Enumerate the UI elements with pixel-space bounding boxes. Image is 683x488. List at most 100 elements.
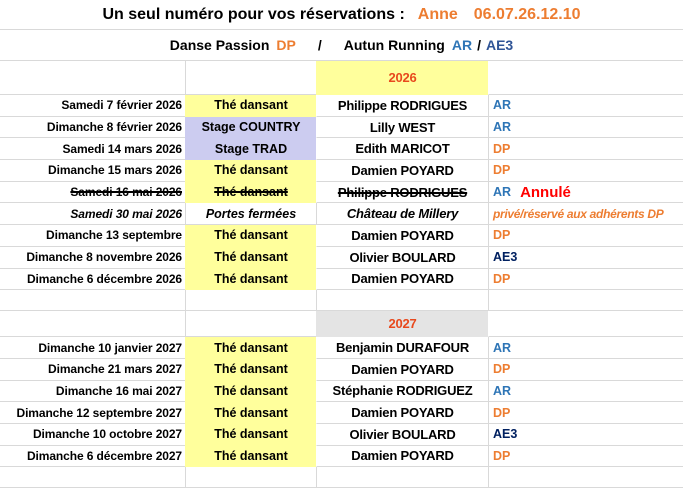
- organization-cell[interactable]: DP: [488, 445, 683, 468]
- organization-cell[interactable]: DP: [488, 225, 683, 247]
- date-cell[interactable]: Samedi 16 mai 2026: [0, 181, 185, 204]
- event-row: Dimanche 8 février 2026 Stage COUNTRY Lill…: [0, 116, 683, 139]
- organization-cell[interactable]: DP: [488, 358, 683, 381]
- event-date: Dimanche 12 septembre 2027: [16, 405, 183, 420]
- event-row: Samedi 7 février 2026 Thé dansant Philippe…: [0, 95, 683, 117]
- animator-name: Olivier BOULARD: [349, 249, 456, 265]
- empty-cell[interactable]: [0, 61, 185, 95]
- club3-code: AE3: [485, 37, 514, 53]
- event-date: Dimanche 8 novembre 2026: [26, 250, 182, 265]
- animator-cell[interactable]: Damien POYARD: [316, 358, 488, 381]
- organization-code: AR: [493, 120, 512, 135]
- organization-cell[interactable]: DP: [488, 268, 683, 291]
- animator-cell[interactable]: Stéphanie RODRIGUEZ: [316, 380, 488, 403]
- organization-code: DP: [493, 362, 511, 377]
- event-date: Dimanche 21 mars 2027: [48, 362, 182, 377]
- date-cell[interactable]: Dimanche 10 octobre 2027: [0, 423, 185, 446]
- organization-cell[interactable]: AR: [488, 380, 683, 403]
- date-cell[interactable]: Samedi 30 mai 2026: [0, 203, 185, 226]
- animator-cell[interactable]: Philippe RODRIGUES: [316, 95, 488, 117]
- empty-cell[interactable]: [0, 290, 185, 312]
- animator-name: Damien POYARD: [351, 271, 454, 287]
- date-cell[interactable]: Dimanche 16 mai 2027: [0, 380, 185, 403]
- spacer-row: [0, 290, 683, 312]
- date-cell[interactable]: Dimanche 13 septembre: [0, 225, 185, 247]
- event-type-cell[interactable]: Stage TRAD: [185, 138, 316, 161]
- organization-cell[interactable]: AR: [488, 337, 683, 359]
- animator-cell[interactable]: Damien POYARD: [316, 225, 488, 247]
- reservations-table: 2026 Samedi 7 février 2026 Thé dansant Phil…: [0, 61, 683, 488]
- animator-cell[interactable]: Olivier BOULARD: [316, 423, 488, 446]
- event-row: Samedi 16 mai 2026 Thé dansant Philippe RO…: [0, 181, 683, 204]
- date-cell[interactable]: Dimanche 8 février 2026: [0, 116, 185, 139]
- organization-cell[interactable]: AE3: [488, 423, 683, 446]
- animator-cell[interactable]: Damien POYARD: [316, 160, 488, 182]
- event-type: Thé dansant: [214, 383, 288, 398]
- animator-cell[interactable]: Damien POYARD: [316, 268, 488, 291]
- organization-code: AR: [493, 185, 512, 200]
- animator-cell[interactable]: Philippe RODRIGUES: [316, 181, 488, 204]
- date-cell[interactable]: Samedi 14 mars 2026: [0, 138, 185, 161]
- organization-cell[interactable]: AR: [488, 95, 683, 117]
- event-type-cell[interactable]: Thé dansant: [185, 337, 316, 359]
- date-cell[interactable]: Dimanche 6 décembre 2026: [0, 268, 185, 291]
- animator-cell[interactable]: Damien POYARD: [316, 402, 488, 424]
- year-cell[interactable]: 2026: [316, 61, 488, 95]
- event-type: Thé dansant: [214, 427, 288, 442]
- animator-name: Philippe RODRIGUES: [337, 184, 468, 200]
- empty-cell[interactable]: [0, 311, 185, 338]
- animator-cell[interactable]: Damien POYARD: [316, 445, 488, 468]
- organization-cell[interactable]: DP: [488, 402, 683, 424]
- organization-cell[interactable]: DP: [488, 138, 683, 161]
- event-type-cell[interactable]: Thé dansant: [185, 423, 316, 446]
- empty-cell[interactable]: [488, 61, 683, 95]
- club2-name: Autun Running: [343, 37, 445, 53]
- date-cell[interactable]: Dimanche 8 novembre 2026: [0, 246, 185, 269]
- event-type-cell[interactable]: Thé dansant: [185, 95, 316, 117]
- event-type-cell[interactable]: Thé dansant: [185, 380, 316, 403]
- empty-cell[interactable]: [185, 311, 316, 338]
- event-type: Thé dansant: [214, 271, 288, 286]
- animator-cell[interactable]: Benjamin DURAFOUR: [316, 337, 488, 359]
- event-type-cell[interactable]: Stage COUNTRY: [185, 116, 316, 139]
- animator-name: Olivier BOULARD: [349, 426, 456, 442]
- organization-cell[interactable]: AR Annulé: [488, 181, 683, 204]
- event-date: Dimanche 15 mars 2026: [48, 163, 182, 178]
- date-cell[interactable]: Samedi 7 février 2026: [0, 95, 185, 117]
- event-type-cell[interactable]: Thé dansant: [185, 225, 316, 247]
- event-type: Thé dansant: [214, 98, 288, 113]
- event-type-cell[interactable]: Thé dansant: [185, 445, 316, 468]
- animator-name: Philippe RODRIGUES: [337, 97, 468, 113]
- empty-cell[interactable]: [185, 290, 316, 312]
- event-type-cell[interactable]: Thé dansant: [185, 268, 316, 291]
- event-type-cell[interactable]: Thé dansant: [185, 358, 316, 381]
- date-cell[interactable]: Dimanche 10 janvier 2027: [0, 337, 185, 359]
- organization-cell[interactable]: AE3: [488, 246, 683, 269]
- date-cell[interactable]: Dimanche 12 septembre 2027: [0, 402, 185, 424]
- empty-cell[interactable]: [185, 61, 316, 95]
- animator-cell[interactable]: Château de Millery: [316, 203, 488, 226]
- empty-cell[interactable]: [488, 311, 683, 338]
- event-type: Thé dansant: [214, 185, 288, 200]
- clubs-separator: /: [317, 37, 322, 53]
- organization-code: AR: [493, 98, 512, 113]
- event-type-cell[interactable]: Thé dansant: [185, 246, 316, 269]
- animator-cell[interactable]: Olivier BOULARD: [316, 246, 488, 269]
- year-cell[interactable]: 2027: [316, 311, 488, 338]
- event-type-cell[interactable]: Thé dansant: [185, 181, 316, 204]
- organization-cell[interactable]: DP: [488, 160, 683, 182]
- event-type-cell[interactable]: Thé dansant: [185, 160, 316, 182]
- animator-cell[interactable]: Lilly WEST: [316, 116, 488, 139]
- organization-cell[interactable]: AR: [488, 116, 683, 139]
- animator-cell[interactable]: Edith MARICOT: [316, 138, 488, 161]
- date-cell[interactable]: Dimanche 21 mars 2027: [0, 358, 185, 381]
- event-row: Samedi 30 mai 2026 Portes fermées Château …: [0, 203, 683, 226]
- empty-cell[interactable]: [488, 290, 683, 312]
- empty-cell[interactable]: [316, 290, 488, 312]
- event-type-cell[interactable]: Portes fermées: [185, 203, 316, 226]
- date-cell[interactable]: Dimanche 15 mars 2026: [0, 160, 185, 182]
- organization-cell[interactable]: privé/réservé aux adhérents DP: [488, 203, 683, 226]
- event-type-cell[interactable]: Thé dansant: [185, 402, 316, 424]
- event-type: Thé dansant: [214, 228, 288, 243]
- date-cell[interactable]: Dimanche 6 décembre 2027: [0, 445, 185, 468]
